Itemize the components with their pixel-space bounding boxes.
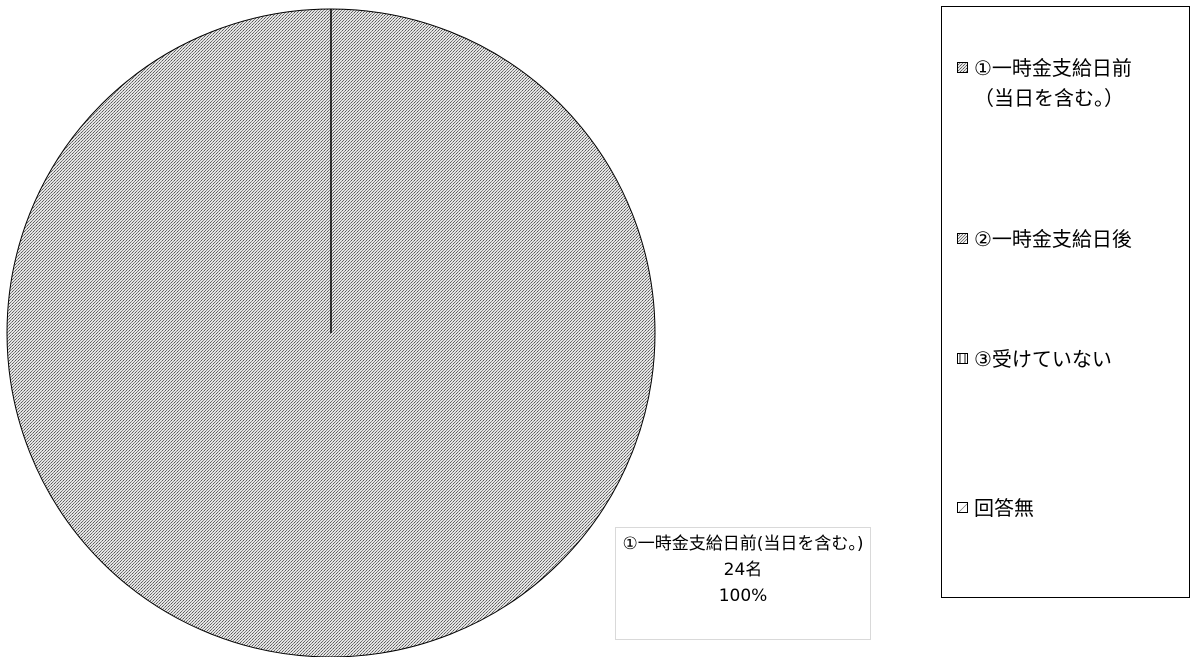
legend-label: ②一時金支給日後: [974, 227, 1132, 251]
slice-data-label: ①一時金支給日前(当日を含む。) 24名 100%: [615, 527, 871, 640]
pie-chart: [6, 8, 656, 657]
legend-swatch-diagonal-icon: [957, 233, 968, 244]
legend-label: ③受けていない: [974, 347, 1112, 371]
data-label-value: 24名: [723, 560, 763, 580]
legend-swatch-light-diagonal-icon: [957, 502, 968, 513]
legend: ①一時金支給日前 （当日を含む。） ②一時金支給日後 ③受けていない 回答無: [941, 6, 1190, 598]
data-label-category: ①一時金支給日前(当日を含む。): [622, 534, 864, 554]
legend-label: ①一時金支給日前 （当日を含む。）: [974, 56, 1132, 110]
legend-swatch-dense-icon: [957, 62, 968, 73]
legend-item-not-received: ③受けていない: [957, 344, 1112, 374]
legend-item-after: ②一時金支給日後: [957, 224, 1132, 254]
legend-label: 回答無: [974, 496, 1034, 520]
legend-item-before: ①一時金支給日前 （当日を含む。）: [957, 53, 1132, 113]
legend-item-no-answer: 回答無: [957, 493, 1034, 523]
legend-swatch-vertical-icon: [957, 353, 968, 364]
data-label-percent: 100%: [718, 586, 768, 606]
